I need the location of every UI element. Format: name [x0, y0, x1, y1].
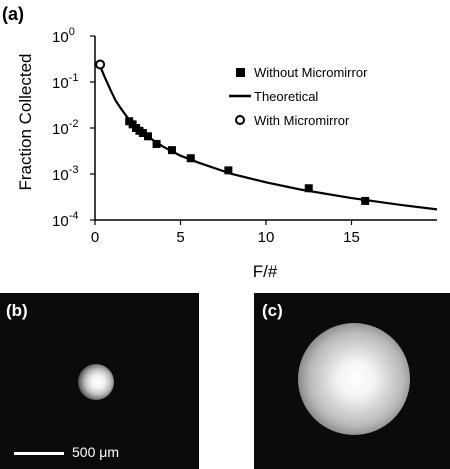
data-points-layer: [95, 59, 370, 205]
light-spot-large: [298, 323, 410, 435]
light-spot-small: [78, 364, 114, 400]
data-point-without-micromirror: [152, 139, 161, 148]
y-tick-label: 10-2: [52, 118, 78, 138]
data-point-with-micromirror: [95, 59, 106, 70]
legend: Without Micromirror Theoretical With Micro…: [229, 65, 368, 128]
y-axis-label: Fraction Collected: [16, 53, 35, 190]
data-point-without-micromirror: [304, 184, 313, 193]
panel-label-b: (b): [6, 301, 28, 320]
data-point-without-micromirror: [186, 154, 195, 163]
theoretical-curve-layer: [99, 65, 438, 211]
panel-label-a: (a): [2, 4, 24, 24]
data-point-without-micromirror: [224, 166, 233, 175]
panel-label-c: (c): [262, 301, 283, 320]
microscope-image-c: (c): [254, 293, 450, 469]
data-point-without-micromirror: [144, 132, 153, 141]
y-tick-label: 10-3: [52, 164, 78, 184]
x-tick-label: 5: [176, 229, 184, 246]
x-tick-label: 15: [343, 229, 360, 246]
axes: 0 5 10 15 100 10-1 10-2 10-3 10-4: [52, 26, 437, 246]
scale-bar: [14, 452, 64, 455]
data-point-without-micromirror: [167, 146, 176, 155]
data-point-without-micromirror: [361, 196, 370, 205]
y-tick-label: 100: [52, 26, 75, 46]
microscope-image-b: (b) 500 μm: [0, 293, 199, 469]
legend-marker-circle: [235, 115, 245, 125]
data-point-without-micromirror: [138, 128, 147, 137]
y-tick-label: 10-1: [52, 72, 78, 92]
legend-label: Theoretical: [254, 89, 318, 104]
x-axis-label: F/#: [253, 262, 278, 281]
x-tick-label: 10: [258, 229, 275, 246]
y-tick-label: 10-4: [52, 210, 78, 230]
x-tick-label: 0: [91, 229, 99, 246]
legend-label: Without Micromirror: [254, 65, 368, 80]
legend-label: With Micromirror: [254, 113, 350, 128]
scale-bar-label: 500 μm: [72, 444, 119, 460]
legend-marker-square: [236, 68, 245, 77]
theoretical-curve: [99, 65, 438, 211]
